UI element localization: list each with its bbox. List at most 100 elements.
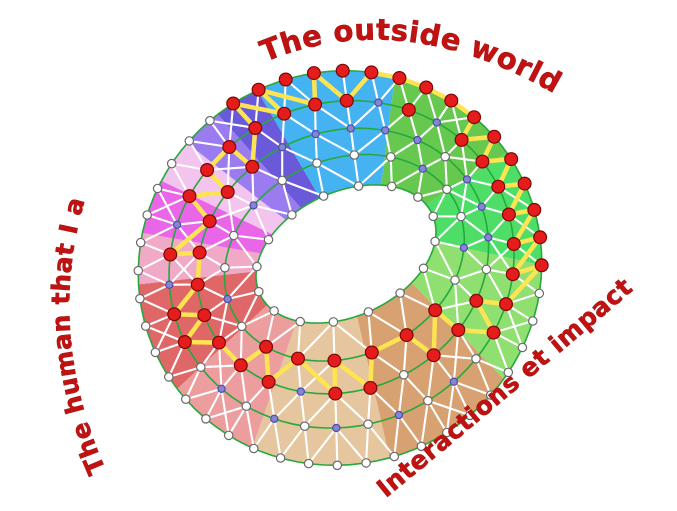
mesh-edge: [314, 103, 352, 130]
graph-node: [485, 390, 496, 400]
mesh-edge: [281, 179, 325, 198]
mesh-edge: [416, 188, 448, 199]
graph-node: [287, 210, 297, 220]
graph-node-red: [259, 339, 274, 354]
graph-node-red: [505, 267, 520, 282]
graph-node: [363, 419, 373, 429]
graph-node: [269, 306, 279, 316]
mesh-edge: [460, 215, 490, 239]
mesh-edge: [367, 310, 408, 337]
graph-node-red: [197, 308, 212, 323]
mesh-edge: [252, 204, 270, 241]
graph-node-red: [220, 185, 235, 200]
mesh-edge: [434, 240, 457, 282]
mesh-edge: [389, 139, 419, 158]
graph-node: [252, 261, 262, 272]
graph-node-red: [501, 207, 516, 222]
graph-node-red: [328, 386, 343, 401]
graph-node-red: [192, 245, 207, 260]
mesh-edge: [426, 399, 472, 417]
mesh-edge: [504, 303, 524, 349]
graph-node-red: [392, 70, 407, 85]
mesh-edge: [223, 265, 258, 269]
graph-node: [332, 460, 343, 471]
graph-node: [133, 265, 144, 276]
mesh-edge: [204, 405, 248, 420]
graph-node: [395, 288, 405, 298]
graph-node: [361, 458, 371, 468]
mesh-edge: [315, 162, 325, 198]
graph-node-red: [202, 214, 217, 229]
graph-node: [150, 347, 161, 358]
mesh-edge: [377, 101, 387, 132]
graph-node-red: [308, 97, 323, 112]
graph-node-red: [487, 129, 502, 144]
mesh-edge: [226, 290, 260, 301]
label-human-that-i-am: The human that I am: [0, 0, 111, 479]
mesh-edge: [265, 320, 302, 348]
mesh-edge: [445, 380, 455, 434]
graph-node-red: [222, 140, 237, 155]
mesh-edge: [399, 292, 408, 337]
graph-node: [249, 201, 258, 210]
graph-node-red: [504, 152, 519, 167]
mesh-edge: [349, 101, 380, 130]
graph-node: [428, 211, 438, 222]
mesh-edge: [487, 236, 514, 276]
mesh-edge: [335, 426, 339, 467]
graph-node: [229, 230, 239, 241]
mesh-edge: [184, 387, 223, 401]
graph-node: [363, 307, 374, 317]
graph-node: [346, 124, 355, 133]
graph-node-red: [277, 106, 292, 121]
mesh-edge: [452, 380, 492, 397]
mesh-edge: [432, 188, 448, 218]
graph-node: [328, 317, 339, 327]
graph-node-red: [248, 120, 263, 135]
graph-node: [166, 158, 177, 169]
mesh-edge: [232, 234, 270, 241]
graph-node-red: [469, 293, 484, 308]
graph-node: [423, 395, 433, 406]
graph-node-red: [401, 102, 416, 117]
graph-node: [278, 142, 287, 152]
mesh-edge: [208, 119, 257, 130]
graph-node: [184, 136, 195, 146]
mesh-edge: [335, 426, 368, 464]
graph-node: [205, 115, 215, 126]
mesh-edge: [416, 139, 424, 170]
graph-node: [201, 413, 211, 424]
mesh-edge: [444, 155, 448, 191]
mesh-edge: [226, 265, 258, 301]
graph-node: [440, 151, 450, 162]
mesh-edge: [228, 102, 235, 149]
mesh-edge: [397, 373, 405, 417]
mesh-edge: [273, 417, 282, 460]
graph-node: [398, 369, 409, 380]
graph-node: [140, 321, 151, 331]
graph-node: [459, 243, 469, 252]
graph-node: [311, 129, 320, 139]
mesh-edge: [281, 146, 318, 165]
graph-node-red: [291, 351, 306, 366]
graph-node-red: [182, 189, 197, 204]
graph-node: [353, 181, 364, 191]
graph-node: [503, 367, 514, 378]
graph-node: [277, 175, 287, 186]
mesh-edge: [296, 320, 335, 360]
label-human-that-i-am-text: The human that I am: [0, 0, 111, 479]
graph-node: [181, 394, 191, 404]
mesh-edge: [245, 405, 255, 450]
mesh-edge: [453, 268, 488, 282]
graph-node-red: [486, 325, 501, 340]
nodes: [133, 98, 545, 471]
graph-node-red: [419, 80, 434, 95]
graph-node-red: [467, 110, 482, 125]
graph-node-red: [327, 353, 342, 368]
graph-node-red: [212, 335, 227, 350]
mesh-edge: [139, 223, 179, 244]
mesh-edge: [397, 413, 423, 448]
mesh-edge: [393, 413, 400, 458]
graph-node: [471, 353, 481, 364]
